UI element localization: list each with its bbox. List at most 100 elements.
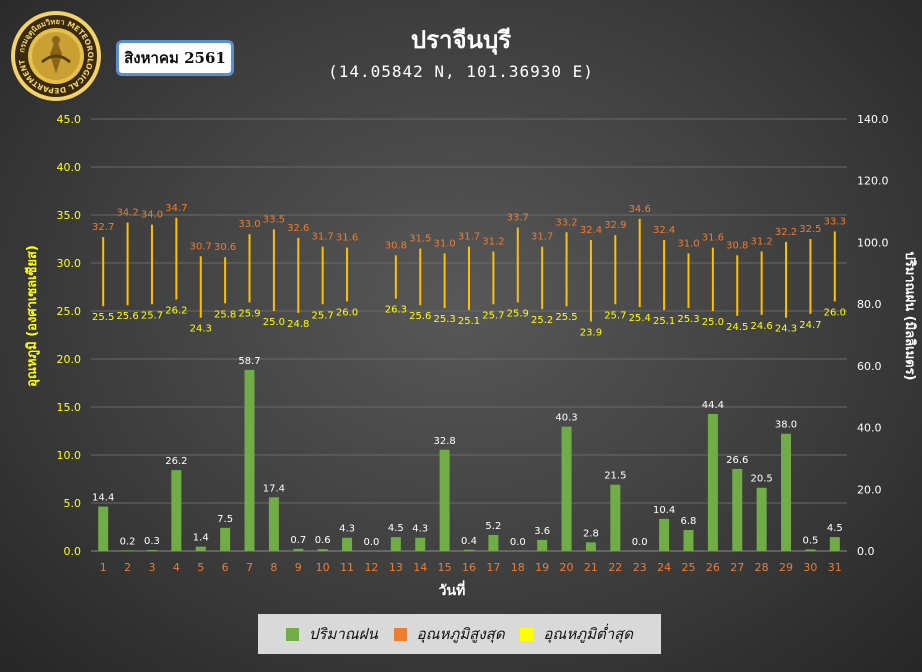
legend-label-rain: ปริมาณฝน (308, 625, 378, 643)
tmax-data-label: 31.6 (336, 233, 358, 244)
rain-bar (195, 546, 206, 551)
x-tick-label: 22 (608, 561, 622, 574)
x-tick-label: 3 (148, 561, 155, 574)
x-tick-label: 21 (584, 561, 598, 574)
x-tick-label: 8 (270, 561, 277, 574)
x-tick-label: 15 (438, 561, 452, 574)
x-tick-label: 2 (124, 561, 131, 574)
tmax-data-label: 33.7 (507, 212, 529, 223)
rain-bar (146, 550, 157, 551)
tmax-data-label: 34.2 (116, 208, 138, 219)
x-tick-label: 17 (486, 561, 500, 574)
tmin-data-label: 26.2 (165, 305, 187, 316)
x-tick-label: 31 (828, 561, 842, 574)
rain-bar (268, 497, 279, 551)
tmax-data-label: 30.8 (726, 240, 748, 251)
rain-data-label: 10.4 (653, 505, 675, 516)
rain-data-label: 5.2 (485, 521, 501, 532)
rain-bar (342, 537, 353, 551)
tmax-data-label: 32.7 (92, 222, 114, 233)
rain-bar (317, 549, 328, 551)
rain-bar (756, 487, 767, 551)
rain-data-label: 0.3 (144, 536, 160, 547)
rain-bar (561, 426, 572, 551)
x-tick-label: 11 (340, 561, 354, 574)
rain-data-label: 0.4 (461, 536, 477, 547)
tmin-data-label: 25.8 (214, 309, 236, 320)
rain-bar (610, 484, 621, 551)
rain-bar (707, 413, 718, 551)
rain-data-label: 44.4 (702, 400, 724, 411)
tmax-data-label: 32.5 (799, 224, 821, 235)
x-tick-label: 9 (295, 561, 302, 574)
tmin-data-label: 25.2 (531, 315, 553, 326)
rain-bar (464, 549, 474, 551)
rain-data-label: 0.7 (290, 535, 306, 546)
month-label: สิงหาคม 2561 (116, 40, 234, 76)
y-right-tick-label: 60.0 (857, 360, 882, 373)
y-left-tick-label: 0.0 (64, 545, 82, 558)
rain-data-label: 0.0 (632, 537, 648, 548)
x-tick-label: 29 (779, 561, 793, 574)
y-left-tick-label: 30.0 (57, 257, 82, 270)
tmin-data-label: 25.5 (555, 312, 577, 323)
tmax-data-label: 33.0 (238, 219, 260, 230)
legend-swatch-tmax (393, 627, 407, 641)
tmin-data-label: 25.3 (433, 314, 455, 325)
rain-data-label: 58.7 (238, 356, 260, 367)
rain-data-label: 14.4 (92, 493, 114, 504)
x-tick-label: 10 (316, 561, 330, 574)
y-left-axis-title: อุณหภูมิ (องศาเซลเซียส) (24, 245, 40, 387)
tmin-data-label: 24.5 (726, 322, 748, 333)
x-axis-title: วันที่ (439, 580, 466, 599)
rain-bar (122, 550, 133, 551)
y-left-tick-label: 25.0 (57, 305, 82, 318)
rain-data-label: 0.6 (315, 535, 331, 546)
rain-bar (585, 542, 596, 551)
tmax-data-label: 31.2 (482, 236, 504, 247)
tmin-data-label: 25.6 (116, 311, 138, 322)
rain-bar (488, 534, 499, 551)
y-right-tick-label: 100.0 (857, 236, 889, 249)
y-right-tick-label: 0.0 (857, 545, 875, 558)
tmax-data-label: 34.6 (629, 204, 651, 215)
tmax-data-label: 30.7 (190, 241, 212, 252)
tmax-data-label: 32.4 (580, 225, 602, 236)
chart-subtitle: (14.05842 N, 101.36930 E) (328, 62, 594, 81)
tmin-data-label: 25.7 (604, 310, 626, 321)
rain-data-label: 4.3 (339, 524, 355, 535)
rain-data-label: 38.0 (775, 420, 797, 431)
rain-data-label: 0.0 (363, 537, 379, 548)
x-tick-label: 25 (681, 561, 695, 574)
rain-bar (829, 537, 840, 551)
legend-label-tmin: อุณหภูมิต่ำสุด (543, 625, 634, 643)
y-left-tick-label: 45.0 (57, 113, 82, 126)
tmin-data-label: 25.0 (702, 317, 724, 328)
tmax-data-label: 33.3 (824, 216, 846, 227)
tmax-data-label: 31.7 (531, 232, 553, 243)
rain-data-label: 0.0 (510, 537, 526, 548)
tmin-data-label: 24.8 (287, 319, 309, 330)
tmax-data-label: 32.6 (287, 223, 309, 234)
rain-bar (537, 539, 548, 551)
tmin-data-label: 25.0 (263, 317, 285, 328)
y-right-tick-label: 140.0 (857, 113, 889, 126)
tmin-data-label: 25.7 (482, 310, 504, 321)
chart-title: ปราจีนบุรี (410, 26, 512, 54)
tmin-data-label: 25.6 (409, 311, 431, 322)
rain-data-label: 26.2 (165, 456, 187, 467)
y-right-tick-label: 20.0 (857, 483, 882, 496)
tmin-data-label: 25.1 (653, 316, 675, 327)
legend: ปริมาณฝน อุณหภูมิสูงสุด อุณหภูมิต่ำสุด (258, 614, 661, 654)
legend-item-tmax: อุณหภูมิสูงสุด (393, 622, 505, 646)
tmin-data-label: 25.7 (312, 310, 334, 321)
rain-bar (439, 449, 450, 551)
x-tick-label: 4 (173, 561, 180, 574)
rain-data-label: 2.8 (583, 528, 599, 539)
tmax-data-label: 33.5 (263, 214, 285, 225)
rain-bar (805, 549, 816, 551)
rain-bar (415, 537, 426, 551)
tmax-data-label: 30.8 (385, 240, 407, 251)
rain-data-label: 26.6 (726, 455, 748, 466)
